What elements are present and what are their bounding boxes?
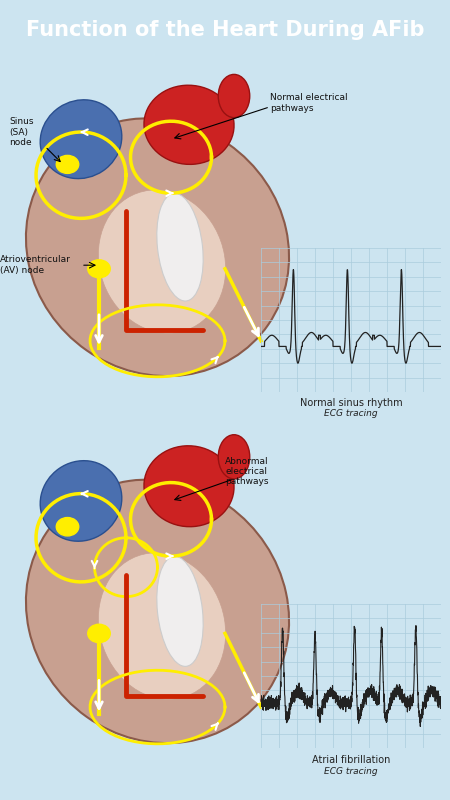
Ellipse shape	[40, 461, 122, 542]
Text: ECG tracing: ECG tracing	[324, 767, 378, 776]
Text: ECG tracing: ECG tracing	[324, 409, 378, 418]
Text: Atrioventricular
(AV) node: Atrioventricular (AV) node	[0, 255, 71, 275]
Text: Abnormal
electrical
pathways: Abnormal electrical pathways	[225, 457, 269, 486]
Circle shape	[56, 155, 79, 174]
Ellipse shape	[99, 190, 225, 334]
Ellipse shape	[99, 553, 225, 699]
Ellipse shape	[144, 86, 234, 164]
Circle shape	[88, 260, 110, 278]
Ellipse shape	[26, 118, 289, 376]
Text: Normal sinus rhythm: Normal sinus rhythm	[300, 398, 402, 408]
Ellipse shape	[144, 446, 234, 526]
Ellipse shape	[157, 556, 203, 666]
Ellipse shape	[218, 74, 250, 118]
Circle shape	[88, 624, 110, 642]
Text: Sinus
(SA)
node: Sinus (SA) node	[9, 117, 33, 147]
Text: Normal electrical
pathways: Normal electrical pathways	[270, 94, 347, 113]
Circle shape	[56, 518, 79, 536]
Text: Function of the Heart During AFib: Function of the Heart During AFib	[26, 20, 424, 40]
Ellipse shape	[26, 479, 289, 743]
Text: Atrial fibrillation: Atrial fibrillation	[312, 755, 390, 765]
Ellipse shape	[40, 100, 122, 178]
Ellipse shape	[157, 194, 203, 301]
Ellipse shape	[218, 434, 250, 479]
